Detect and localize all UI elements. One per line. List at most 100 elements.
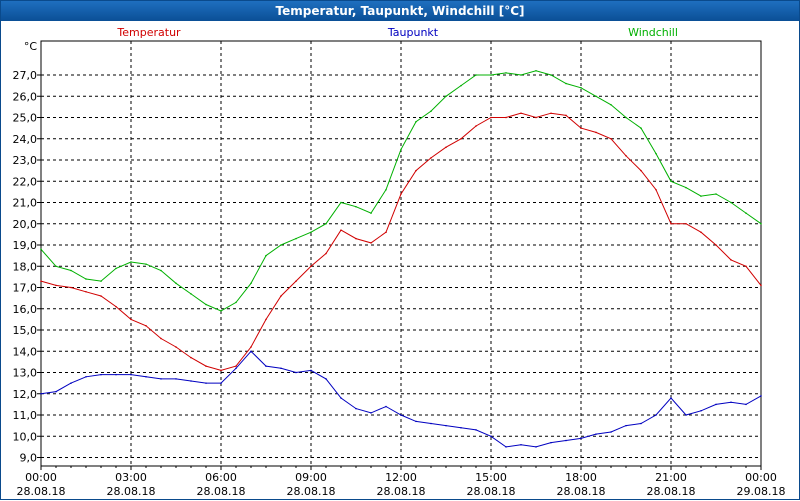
data-point-taupunkt — [400, 414, 402, 416]
data-point-taupunkt — [55, 390, 57, 393]
data-point-windchill — [730, 201, 732, 204]
data-point-temperatur — [220, 369, 222, 372]
data-point-windchill — [715, 193, 717, 195]
data-point-windchill — [340, 201, 342, 204]
data-point-windchill — [490, 74, 492, 76]
data-point-taupunkt — [160, 378, 162, 380]
data-point-taupunkt — [490, 435, 492, 438]
data-point-taupunkt — [535, 446, 537, 448]
x-tick-time-label: 06:00 — [205, 471, 237, 484]
data-point-windchill — [430, 110, 432, 112]
data-point-temperatur — [310, 265, 312, 268]
data-point-windchill — [400, 148, 402, 151]
data-point-temperatur — [280, 295, 282, 297]
data-point-windchill — [310, 231, 312, 234]
y-tick-label: 19,0 — [13, 239, 38, 252]
data-point-taupunkt — [550, 441, 552, 444]
x-tick-time-label: 00:00 — [745, 471, 777, 484]
y-tick-label: 18,0 — [13, 260, 38, 273]
data-point-temperatur — [100, 295, 102, 297]
y-tick-label: 20,0 — [13, 218, 38, 231]
y-tick-label: 21,0 — [13, 197, 38, 210]
data-point-windchill — [670, 180, 672, 183]
data-point-windchill — [265, 254, 267, 257]
data-point-taupunkt — [460, 426, 462, 429]
data-point-taupunkt — [235, 367, 237, 370]
x-tick-time-label: 09:00 — [295, 471, 327, 484]
x-tick-date-label: 28.08.18 — [287, 485, 336, 498]
data-point-temperatur — [340, 229, 342, 231]
data-point-windchill — [520, 74, 522, 76]
data-point-taupunkt — [355, 407, 357, 410]
y-tick-label: 26,0 — [13, 90, 38, 103]
data-point-taupunkt — [220, 382, 222, 384]
data-point-taupunkt — [325, 378, 327, 380]
data-point-temperatur — [415, 169, 417, 172]
data-point-taupunkt — [625, 424, 627, 427]
data-point-taupunkt — [370, 412, 372, 414]
x-tick-time-label: 03:00 — [115, 471, 147, 484]
data-point-windchill — [355, 205, 357, 208]
data-point-temperatur — [295, 280, 297, 282]
data-point-temperatur — [115, 305, 117, 308]
x-tick-date-label: 28.08.18 — [377, 485, 426, 498]
data-point-temperatur — [205, 365, 207, 367]
data-point-temperatur — [145, 324, 147, 327]
data-point-temperatur — [670, 222, 672, 225]
data-point-taupunkt — [310, 369, 312, 372]
y-axis-unit: °C — [24, 40, 38, 53]
data-point-temperatur — [355, 237, 357, 240]
data-point-temperatur — [535, 116, 537, 119]
data-point-taupunkt — [250, 350, 252, 353]
x-tick-time-label: 00:00 — [25, 471, 57, 484]
data-point-windchill — [205, 303, 207, 306]
data-point-windchill — [610, 103, 612, 106]
data-point-windchill — [145, 263, 147, 265]
y-tick-label: 9,0 — [20, 452, 38, 465]
chart-title: Temperatur, Taupunkt, Windchill [°C] — [1, 1, 799, 21]
data-point-temperatur — [595, 131, 597, 134]
data-point-windchill — [550, 74, 552, 76]
data-point-windchill — [580, 86, 582, 89]
data-point-windchill — [535, 69, 537, 72]
data-point-taupunkt — [280, 367, 282, 370]
y-tick-label: 25,0 — [13, 112, 38, 125]
data-point-temperatur — [430, 157, 432, 159]
data-point-taupunkt — [610, 431, 612, 433]
data-point-temperatur — [130, 318, 132, 321]
y-tick-label: 23,0 — [13, 154, 38, 167]
data-point-windchill — [385, 188, 387, 191]
data-point-temperatur — [160, 337, 162, 340]
data-point-temperatur — [760, 284, 762, 287]
data-point-windchill — [415, 120, 417, 123]
data-point-windchill — [235, 301, 237, 304]
data-point-taupunkt — [265, 365, 267, 367]
data-point-temperatur — [400, 193, 402, 195]
data-point-taupunkt — [520, 443, 522, 446]
data-point-temperatur — [460, 137, 462, 140]
data-point-taupunkt — [100, 373, 102, 376]
data-point-taupunkt — [655, 414, 657, 416]
data-point-taupunkt — [595, 433, 597, 435]
x-tick-time-label: 15:00 — [475, 471, 507, 484]
y-tick-label: 17,0 — [13, 282, 38, 295]
data-point-windchill — [55, 265, 57, 268]
data-point-taupunkt — [340, 397, 342, 399]
legend-label-windchill: Windchill — [628, 26, 678, 39]
data-point-windchill — [130, 261, 132, 263]
data-point-taupunkt — [685, 414, 687, 416]
data-point-temperatur — [565, 114, 567, 117]
data-point-taupunkt — [745, 403, 747, 406]
data-point-temperatur — [475, 125, 477, 127]
data-point-temperatur — [250, 346, 252, 348]
data-point-temperatur — [640, 169, 642, 172]
data-point-windchill — [700, 195, 702, 197]
x-tick-date-label: 28.08.18 — [17, 485, 66, 498]
data-point-windchill — [475, 74, 477, 76]
y-tick-label: 16,0 — [13, 303, 38, 316]
y-tick-label: 11,0 — [13, 409, 38, 422]
data-point-taupunkt — [730, 401, 732, 404]
data-point-taupunkt — [175, 378, 177, 380]
data-point-temperatur — [40, 280, 42, 282]
